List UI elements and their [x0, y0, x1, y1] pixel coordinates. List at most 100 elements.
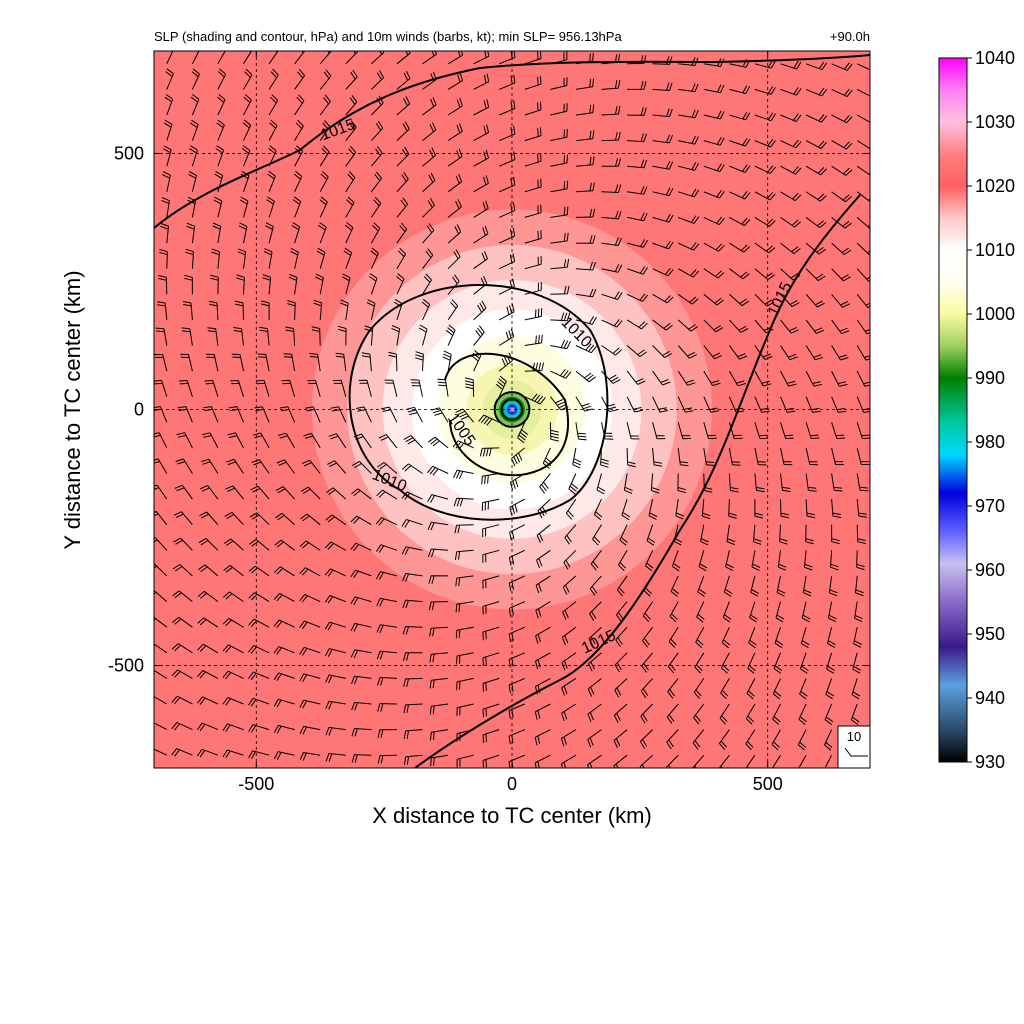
wind-barb [720, 652, 730, 674]
wind-barb [550, 232, 569, 244]
wind-barb [453, 497, 474, 507]
wind-barb [212, 222, 222, 244]
wind-barb [237, 248, 247, 269]
wind-barb [524, 334, 543, 346]
wind-barb [384, 379, 398, 397]
wind-barb [260, 300, 270, 320]
wind-barb [482, 677, 500, 692]
wind-barb [422, 147, 436, 167]
wind-barb [285, 326, 296, 346]
wind-barb [780, 165, 802, 175]
wind-barb [498, 352, 513, 372]
wind-barb [773, 652, 783, 674]
wind-barb [181, 327, 193, 346]
wind-barb [728, 422, 743, 440]
wind-barb [805, 114, 828, 123]
contour-line-1015-east [414, 194, 861, 768]
wind-barb [316, 247, 326, 269]
wind-barb [703, 473, 713, 493]
wind-barb [243, 51, 253, 65]
wind-barb [402, 573, 423, 582]
wind-barb [191, 68, 200, 90]
wind-barb [401, 546, 423, 555]
wind-barb [180, 353, 193, 372]
wind-barb [309, 353, 321, 372]
wind-barb [754, 422, 769, 440]
wind-barb [831, 473, 843, 492]
wind-barb [535, 626, 551, 644]
wind-barb [403, 652, 423, 661]
wind-barb [196, 748, 219, 758]
wind-barb [248, 671, 270, 681]
wind-barb [240, 170, 250, 192]
wind-barb [805, 499, 816, 519]
wind-barb [154, 432, 168, 449]
wind-barb [203, 406, 219, 423]
wind-barb [747, 652, 756, 674]
wind-barb [745, 729, 756, 751]
wind-barb [186, 222, 196, 244]
wind-barb [415, 351, 424, 372]
wind-barb [377, 729, 397, 738]
wind-barb [575, 422, 587, 441]
wind-barb [564, 524, 577, 545]
wind-barb [196, 696, 219, 705]
wind-barb [779, 524, 788, 545]
wind-barb [626, 396, 643, 413]
wind-barb [499, 100, 516, 116]
wind-barb [729, 138, 751, 147]
wind-barb [273, 672, 295, 681]
wind-barb [729, 190, 751, 200]
wind-barb [324, 541, 347, 551]
wind-barb [299, 540, 321, 551]
wind-barb [217, 68, 227, 90]
wind-barb [381, 406, 398, 423]
wind-barb [273, 619, 295, 629]
wind-barb [831, 345, 849, 361]
wind-barb [626, 370, 646, 385]
wind-barb [805, 319, 825, 334]
wind-barb [831, 140, 853, 150]
wind-barb [534, 703, 551, 720]
wind-barb [754, 447, 767, 466]
wind-barb [300, 486, 321, 500]
wind-barb [371, 171, 382, 193]
wind-barb [601, 345, 623, 356]
wind-barb [754, 293, 775, 307]
wind-barb [197, 643, 219, 654]
wind-barb [572, 447, 582, 469]
wind-barb [226, 458, 244, 474]
wind-barb [750, 575, 759, 597]
wind-barb [831, 268, 851, 282]
wind-barb [678, 57, 699, 66]
wind-barb [524, 51, 542, 65]
wind-barb [562, 601, 577, 620]
wind-barb [856, 473, 869, 492]
wind-barb [856, 242, 870, 256]
wind-barb [210, 274, 219, 295]
wind-barb [197, 591, 219, 602]
wind-barb [780, 422, 794, 439]
wind-barb [471, 350, 482, 372]
wind-barb [171, 721, 193, 731]
wind-barb [535, 575, 551, 594]
wind-barb [473, 175, 489, 193]
wind-barb [751, 550, 761, 571]
wind-barb [678, 162, 700, 171]
wind-barb [184, 274, 193, 295]
wind-barb [539, 473, 551, 494]
wind-barb [187, 196, 197, 218]
wind-barb [831, 242, 852, 255]
wind-barb [780, 345, 798, 361]
wind-barb [678, 188, 700, 198]
wind-barb [772, 703, 781, 725]
wind-barb [831, 88, 853, 98]
y-tick-label: 0 [134, 400, 144, 420]
wind-barb [601, 105, 621, 116]
wind-barb [403, 677, 423, 688]
wind-barb [562, 575, 577, 595]
wind-barb [827, 627, 836, 648]
wind-barb [677, 447, 689, 467]
wind-barb [720, 678, 730, 700]
wind-barb [587, 678, 602, 697]
